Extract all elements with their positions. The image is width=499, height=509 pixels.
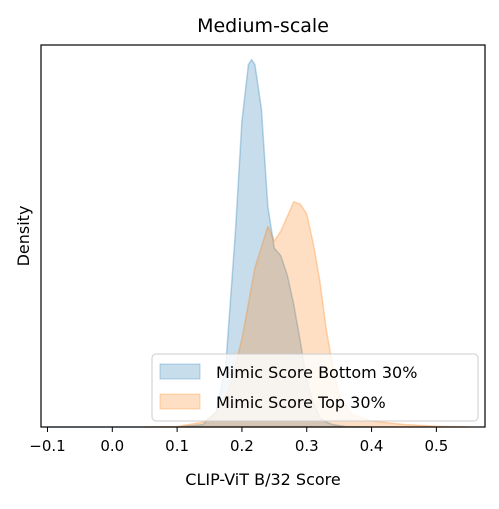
- chart-title: Medium-scale: [197, 15, 329, 37]
- x-tick-label: 0.2: [230, 437, 254, 455]
- x-tick-label: 0.3: [295, 437, 319, 455]
- plot-frame: [40, 44, 486, 428]
- x-tick-label: −0.1: [29, 437, 65, 455]
- legend: Mimic Score Bottom 30% Mimic Score Top 3…: [151, 353, 479, 422]
- legend-label-top: Mimic Score Top 30%: [216, 393, 386, 412]
- x-tick-label: 0.5: [424, 437, 448, 455]
- x-axis-label: CLIP-ViT B/32 Score: [185, 470, 340, 489]
- x-tick-label: 0.4: [360, 437, 384, 455]
- legend-swatch-bottom: [159, 363, 201, 380]
- x-axis-ticks: −0.1 0.0 0.1 0.2 0.3 0.4 0.5: [29, 427, 448, 455]
- legend-swatch-top: [159, 393, 201, 410]
- x-tick-label: 0.0: [100, 437, 124, 455]
- legend-label-bottom: Mimic Score Bottom 30%: [216, 363, 417, 382]
- y-axis-label: Density: [14, 206, 33, 267]
- legend-box: [151, 353, 479, 422]
- x-tick-label: 0.1: [165, 437, 189, 455]
